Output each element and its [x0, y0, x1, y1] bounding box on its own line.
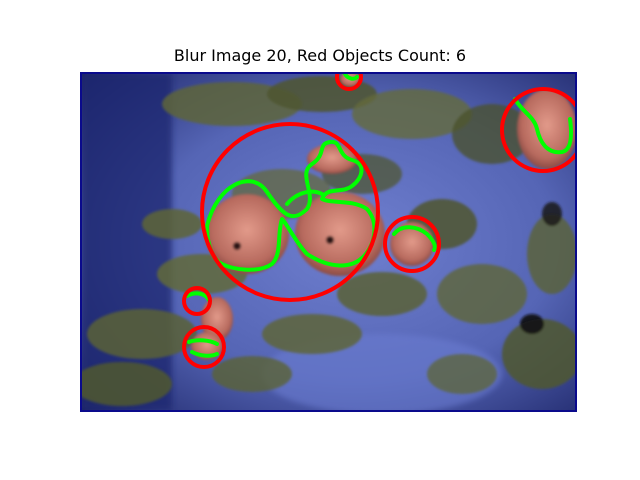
contour-middle-right [392, 225, 437, 252]
image-panel [80, 72, 577, 412]
contour-large-inner [285, 189, 324, 206]
detection-circle [200, 122, 380, 302]
contour-small-upper [185, 291, 211, 302]
detection-circle [383, 215, 441, 273]
detection-circle [182, 286, 212, 316]
contour-large-cluster [205, 139, 377, 272]
contour-top-right [513, 97, 573, 155]
detection-circle [182, 325, 226, 369]
detection-circle [500, 87, 575, 173]
figure-title: Blur Image 20, Red Objects Count: 6 [173, 46, 467, 65]
annotated-image [82, 74, 575, 410]
contour-top-edge [343, 74, 359, 81]
contour-small-lower [187, 338, 219, 358]
dark-left-region [82, 74, 172, 410]
detection-circles [182, 74, 575, 369]
detection-circle [335, 74, 363, 91]
contours [185, 74, 573, 358]
